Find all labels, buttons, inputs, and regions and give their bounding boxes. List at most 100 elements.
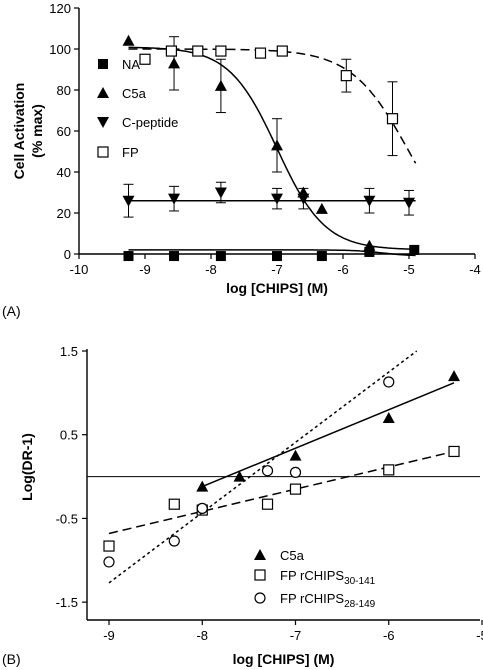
data-point xyxy=(214,187,227,199)
data-point xyxy=(340,70,352,82)
data-point xyxy=(363,239,376,251)
data-point xyxy=(271,139,283,151)
x-axis-label: log [CHIPS] (M) xyxy=(233,651,335,667)
x-tick-label: -9 xyxy=(139,262,151,277)
data-point xyxy=(386,113,399,125)
x-tick-label: -7 xyxy=(271,262,283,277)
data-point xyxy=(272,251,282,262)
data-point xyxy=(289,466,302,478)
panel-b: -1.5 -0.5 0.5 1.5 -9 -8 -7 -6 -5 log [CHIPS] (M) L… xyxy=(2,344,483,667)
x-tick-label: -5 xyxy=(403,262,415,277)
y-tick-label: 40 xyxy=(57,165,71,180)
y-tick-label: -0.5 xyxy=(56,511,78,526)
data-point xyxy=(139,53,151,65)
data-point xyxy=(271,193,283,205)
data-point xyxy=(122,34,135,46)
legend-marker xyxy=(254,592,266,604)
data-point xyxy=(215,45,227,57)
data-point xyxy=(297,193,310,205)
data-point xyxy=(168,498,180,510)
data-point xyxy=(363,195,376,207)
x-tick-label: -6 xyxy=(383,628,395,643)
data-point xyxy=(261,498,274,510)
data-point xyxy=(169,251,180,262)
legend: NA C5a C-peptide FP xyxy=(97,57,178,160)
y-axis-label-text: Log(DR-1) xyxy=(19,433,35,501)
data-point xyxy=(196,502,208,514)
data-point xyxy=(382,411,395,423)
data-point xyxy=(316,251,327,262)
data-point xyxy=(192,45,204,57)
legend-marker xyxy=(254,569,266,581)
y-tick-label: 100 xyxy=(49,42,71,57)
data-point xyxy=(448,445,460,458)
series-fp xyxy=(128,45,417,164)
x-tick-label: -9 xyxy=(103,628,115,643)
x-tick-label: -10 xyxy=(70,262,89,277)
data-point xyxy=(289,483,302,495)
legend-label-subscript: 30-141 xyxy=(344,576,376,587)
fit-line xyxy=(201,382,455,488)
x-tick-label: -5 xyxy=(476,628,483,643)
legend-label: C5a xyxy=(122,86,147,101)
y-axis-label: Cell Activation (% max) xyxy=(11,83,45,180)
data-point xyxy=(103,556,115,568)
y-tick-label: 60 xyxy=(57,124,71,139)
data-point xyxy=(123,251,134,262)
legend-label-name: FP rCHIPS xyxy=(280,591,344,606)
y-tick-label: -1.5 xyxy=(56,595,78,610)
x-tick-label: -7 xyxy=(290,628,302,643)
data-point xyxy=(168,193,181,205)
y-tick-label: 1.5 xyxy=(60,344,78,359)
x-tick-label: -8 xyxy=(205,262,217,277)
data-point xyxy=(448,370,461,382)
legend-marker xyxy=(97,117,109,128)
legend-label: FP xyxy=(122,145,139,160)
data-point xyxy=(215,251,226,262)
fit-line xyxy=(108,350,418,584)
legend-label: FP rCHIPS30-141 xyxy=(280,568,376,587)
fit-line xyxy=(108,450,455,535)
legend-label: C5a xyxy=(280,548,305,563)
legend-marker xyxy=(98,59,108,69)
data-point xyxy=(168,57,181,69)
legend-label: C-peptide xyxy=(122,115,178,130)
series-1 xyxy=(103,445,460,552)
panel-label: (A) xyxy=(2,303,21,319)
legend-marker xyxy=(254,549,266,560)
data-point xyxy=(122,195,135,207)
data-point xyxy=(168,535,180,547)
series-c-peptide xyxy=(122,181,416,218)
y-tick-label: 20 xyxy=(57,206,71,221)
data-point xyxy=(403,197,415,209)
legend-label-subscript: 28-149 xyxy=(344,599,376,610)
legend-label-name: FP rCHIPS xyxy=(280,568,344,583)
x-tick-label: -6 xyxy=(337,262,349,277)
data-point xyxy=(364,246,375,257)
panel-label: (B) xyxy=(2,651,21,667)
y-tick-label: 0 xyxy=(64,247,71,262)
series-2 xyxy=(103,350,418,584)
y-axis-label: Log(DR-1) xyxy=(19,433,35,501)
data-point xyxy=(261,465,274,477)
y-tick-label: 0.5 xyxy=(60,428,78,443)
data-point xyxy=(254,47,267,59)
x-tick-label: -8 xyxy=(196,628,208,643)
data-point xyxy=(196,480,209,492)
data-point xyxy=(103,540,115,552)
series-0 xyxy=(196,370,461,492)
data-point xyxy=(233,470,246,482)
data-point xyxy=(383,376,395,388)
series-c5a xyxy=(122,34,416,251)
y-axis-label-line2: (% max) xyxy=(29,104,45,158)
legend-marker xyxy=(97,146,109,158)
y-axis-label-line1: Cell Activation xyxy=(11,83,27,180)
y-tick-label: 80 xyxy=(57,83,71,98)
legend-label-name: C5a xyxy=(280,548,305,563)
legend-marker xyxy=(97,87,109,98)
fit-curve xyxy=(128,46,416,251)
legend-label: FP rCHIPS28-149 xyxy=(280,591,376,610)
data-point xyxy=(383,464,395,476)
